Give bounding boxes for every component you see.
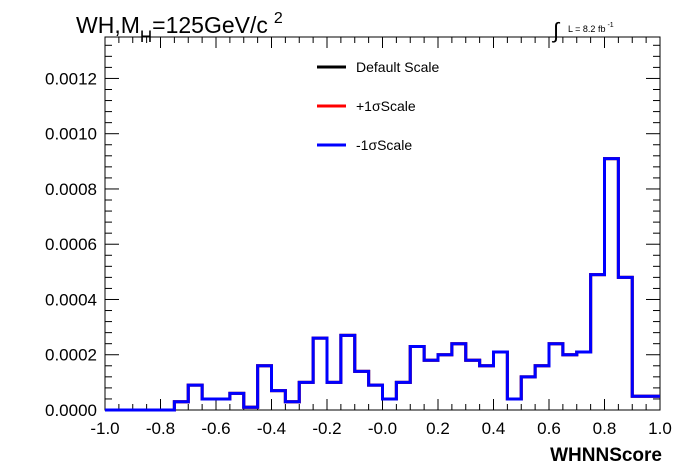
luminosity-integral-symbol: ∫ — [551, 18, 561, 43]
y-tick-labels: 0.0000 0.0002 0.0004 0.0006 0.0008 0.0010 0.00… — [45, 69, 97, 420]
series-line-2 — [105, 157, 660, 412]
legend: Default Scale +1σScale -1σScale — [317, 59, 439, 153]
x-tick-labels: -1.0 -0.8 -0.6 -0.4 -0.2 -0.0 0.2 0.4 0.6 0.8 1.0 — [90, 419, 671, 438]
y-tick-label: 0.0012 — [45, 69, 97, 88]
x-tick-label: -1.0 — [90, 419, 119, 438]
x-tick-label: -0.8 — [146, 419, 175, 438]
y-tick-label: 0.0002 — [45, 346, 97, 365]
x-tick-label: -0.2 — [312, 419, 341, 438]
y-tick-label: 0.0006 — [45, 235, 97, 254]
x-tick-label: 0.8 — [593, 419, 617, 438]
x-tick-label: 0.4 — [482, 419, 506, 438]
luminosity-label: L = 8.2 fb -1 — [568, 22, 614, 34]
series-line-1 — [105, 157, 660, 412]
legend-label-minus-one-sigma: -1σScale — [356, 137, 412, 153]
y-tick-label: 0.0008 — [45, 180, 97, 199]
x-tick-label: 1.0 — [648, 419, 672, 438]
series-layer — [105, 157, 660, 412]
series-line-0 — [105, 157, 660, 412]
x-tick-label: -0.6 — [201, 419, 230, 438]
y-tick-label: 0.0000 — [45, 401, 97, 420]
x-tick-label: -0.0 — [368, 419, 397, 438]
x-tick-label: 0.2 — [426, 419, 450, 438]
axis-ticks — [104, 37, 661, 411]
x-tick-label: -0.4 — [257, 419, 286, 438]
x-axis-title: WHNNScore — [550, 445, 662, 466]
x-tick-label: 0.6 — [537, 419, 561, 438]
y-tick-label: 0.0010 — [45, 125, 97, 144]
chart-title: WH,MH=125GeV/c 2 — [76, 10, 283, 46]
legend-label-default-scale: Default Scale — [356, 59, 439, 75]
legend-label-plus-one-sigma: +1σScale — [356, 98, 416, 114]
y-tick-label: 0.0004 — [45, 290, 97, 309]
